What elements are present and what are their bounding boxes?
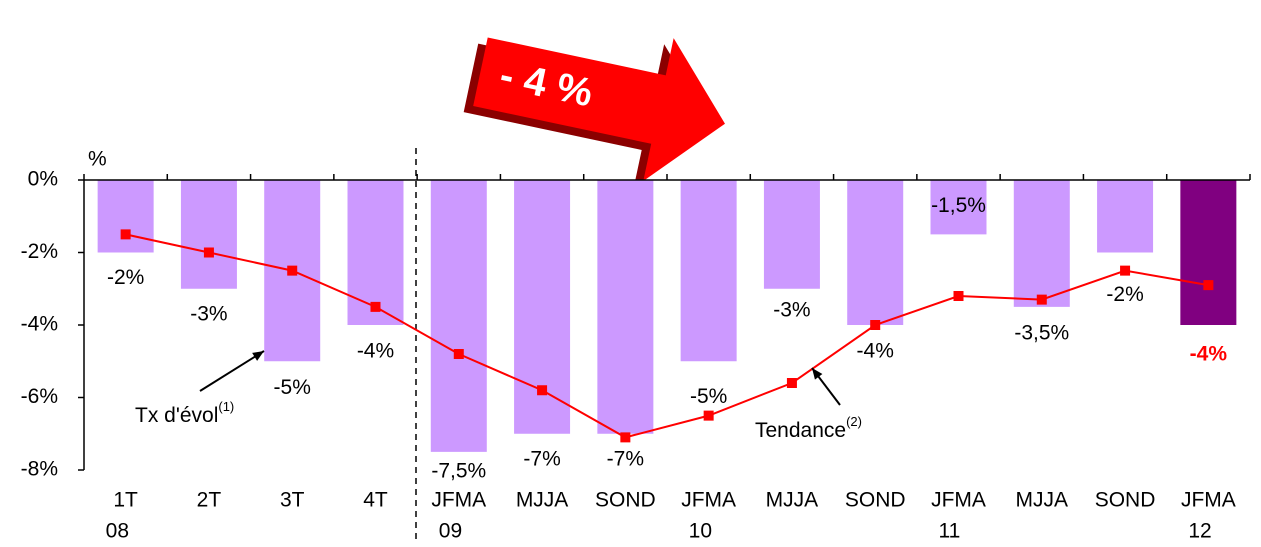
value-label: -1,5% bbox=[931, 194, 986, 217]
trend-marker bbox=[703, 410, 714, 421]
annotation: Tendance(2) bbox=[755, 414, 862, 441]
value-label: -7% bbox=[607, 447, 644, 470]
value-label: -2% bbox=[107, 266, 144, 289]
trend-marker bbox=[786, 378, 797, 388]
x-tick-label-line2: 12 bbox=[1188, 520, 1211, 543]
value-label: -2% bbox=[1106, 283, 1143, 306]
x-tick-label: 2T bbox=[197, 489, 222, 512]
trend-line bbox=[125, 233, 1209, 439]
trend-marker bbox=[870, 320, 881, 330]
x-tick-label-line2: 11 bbox=[939, 520, 961, 543]
y-tick-label: -6% bbox=[21, 385, 58, 408]
annotation-note: (1) bbox=[218, 399, 234, 414]
annotation-text: Tx d'évol bbox=[135, 404, 218, 427]
annotation-text: Tendance bbox=[755, 419, 846, 442]
y-tick-label: 0% bbox=[28, 168, 58, 191]
trend-marker bbox=[537, 385, 548, 396]
value-label: -7,5% bbox=[431, 459, 486, 482]
x-tick-label-line2: 08 bbox=[106, 520, 129, 543]
value-label: -3% bbox=[773, 298, 810, 321]
x-tick-label: MJJA bbox=[516, 489, 569, 512]
bar bbox=[514, 180, 571, 434]
y-unit: % bbox=[88, 148, 107, 171]
annotation: Tx d'évol(1) bbox=[135, 399, 234, 426]
bar bbox=[1180, 180, 1237, 325]
bar bbox=[597, 180, 654, 434]
trend-marker bbox=[287, 265, 298, 276]
value-label: -3% bbox=[190, 302, 227, 325]
bar bbox=[1013, 180, 1070, 307]
trend-marker bbox=[1203, 280, 1214, 291]
bar bbox=[930, 180, 987, 235]
bar bbox=[680, 180, 737, 362]
x-tick-label: 4T bbox=[363, 489, 388, 512]
x-tick-label: 1T bbox=[113, 489, 138, 512]
y-tick-label: -8% bbox=[21, 458, 58, 481]
value-label: -3,5% bbox=[1014, 321, 1069, 344]
x-tick-label: SOND bbox=[595, 489, 656, 512]
trend-marker bbox=[453, 349, 464, 359]
x-tick-label: 3T bbox=[280, 489, 305, 512]
x-tick-label: JFMA bbox=[931, 489, 986, 512]
trend-marker bbox=[1036, 294, 1047, 305]
x-tick-label-line2: 10 bbox=[689, 520, 712, 543]
banner-arrow: - 4 % bbox=[463, 37, 725, 188]
x-tick-label: MJJA bbox=[1016, 489, 1069, 512]
y-tick-label: -4% bbox=[21, 313, 58, 336]
annotation-note: (2) bbox=[846, 414, 862, 429]
x-tick-label-line2: 09 bbox=[439, 520, 462, 543]
bar bbox=[347, 180, 404, 325]
annotation-arrowhead bbox=[812, 368, 823, 380]
trend-marker bbox=[203, 247, 214, 258]
bar bbox=[430, 180, 487, 452]
annotation-arrow bbox=[199, 350, 265, 392]
value-label: -7% bbox=[523, 447, 560, 470]
value-label: -5% bbox=[274, 376, 311, 399]
x-tick-label: JFMA bbox=[431, 489, 486, 512]
trend-marker bbox=[370, 301, 381, 312]
value-label: -4% bbox=[357, 340, 394, 363]
trend-marker bbox=[120, 229, 131, 240]
bar bbox=[97, 180, 154, 253]
trend-marker bbox=[620, 432, 631, 443]
bar bbox=[180, 180, 237, 289]
x-tick-label: SOND bbox=[1095, 489, 1156, 512]
x-tick-label: SOND bbox=[845, 489, 906, 512]
x-tick-label: MJJA bbox=[766, 489, 819, 512]
bar bbox=[1097, 180, 1154, 253]
value-label: -5% bbox=[690, 385, 727, 408]
value-label: -4% bbox=[857, 340, 894, 363]
trend-marker bbox=[953, 291, 964, 301]
trend-marker bbox=[1120, 265, 1131, 276]
y-tick-label: -2% bbox=[21, 240, 58, 263]
x-tick-label: JFMA bbox=[1181, 489, 1236, 512]
bar bbox=[847, 180, 904, 325]
annotation-arrowhead bbox=[252, 351, 264, 361]
value-label: -4% bbox=[1190, 343, 1228, 366]
x-tick-label: JFMA bbox=[681, 489, 736, 512]
bar bbox=[763, 180, 820, 289]
